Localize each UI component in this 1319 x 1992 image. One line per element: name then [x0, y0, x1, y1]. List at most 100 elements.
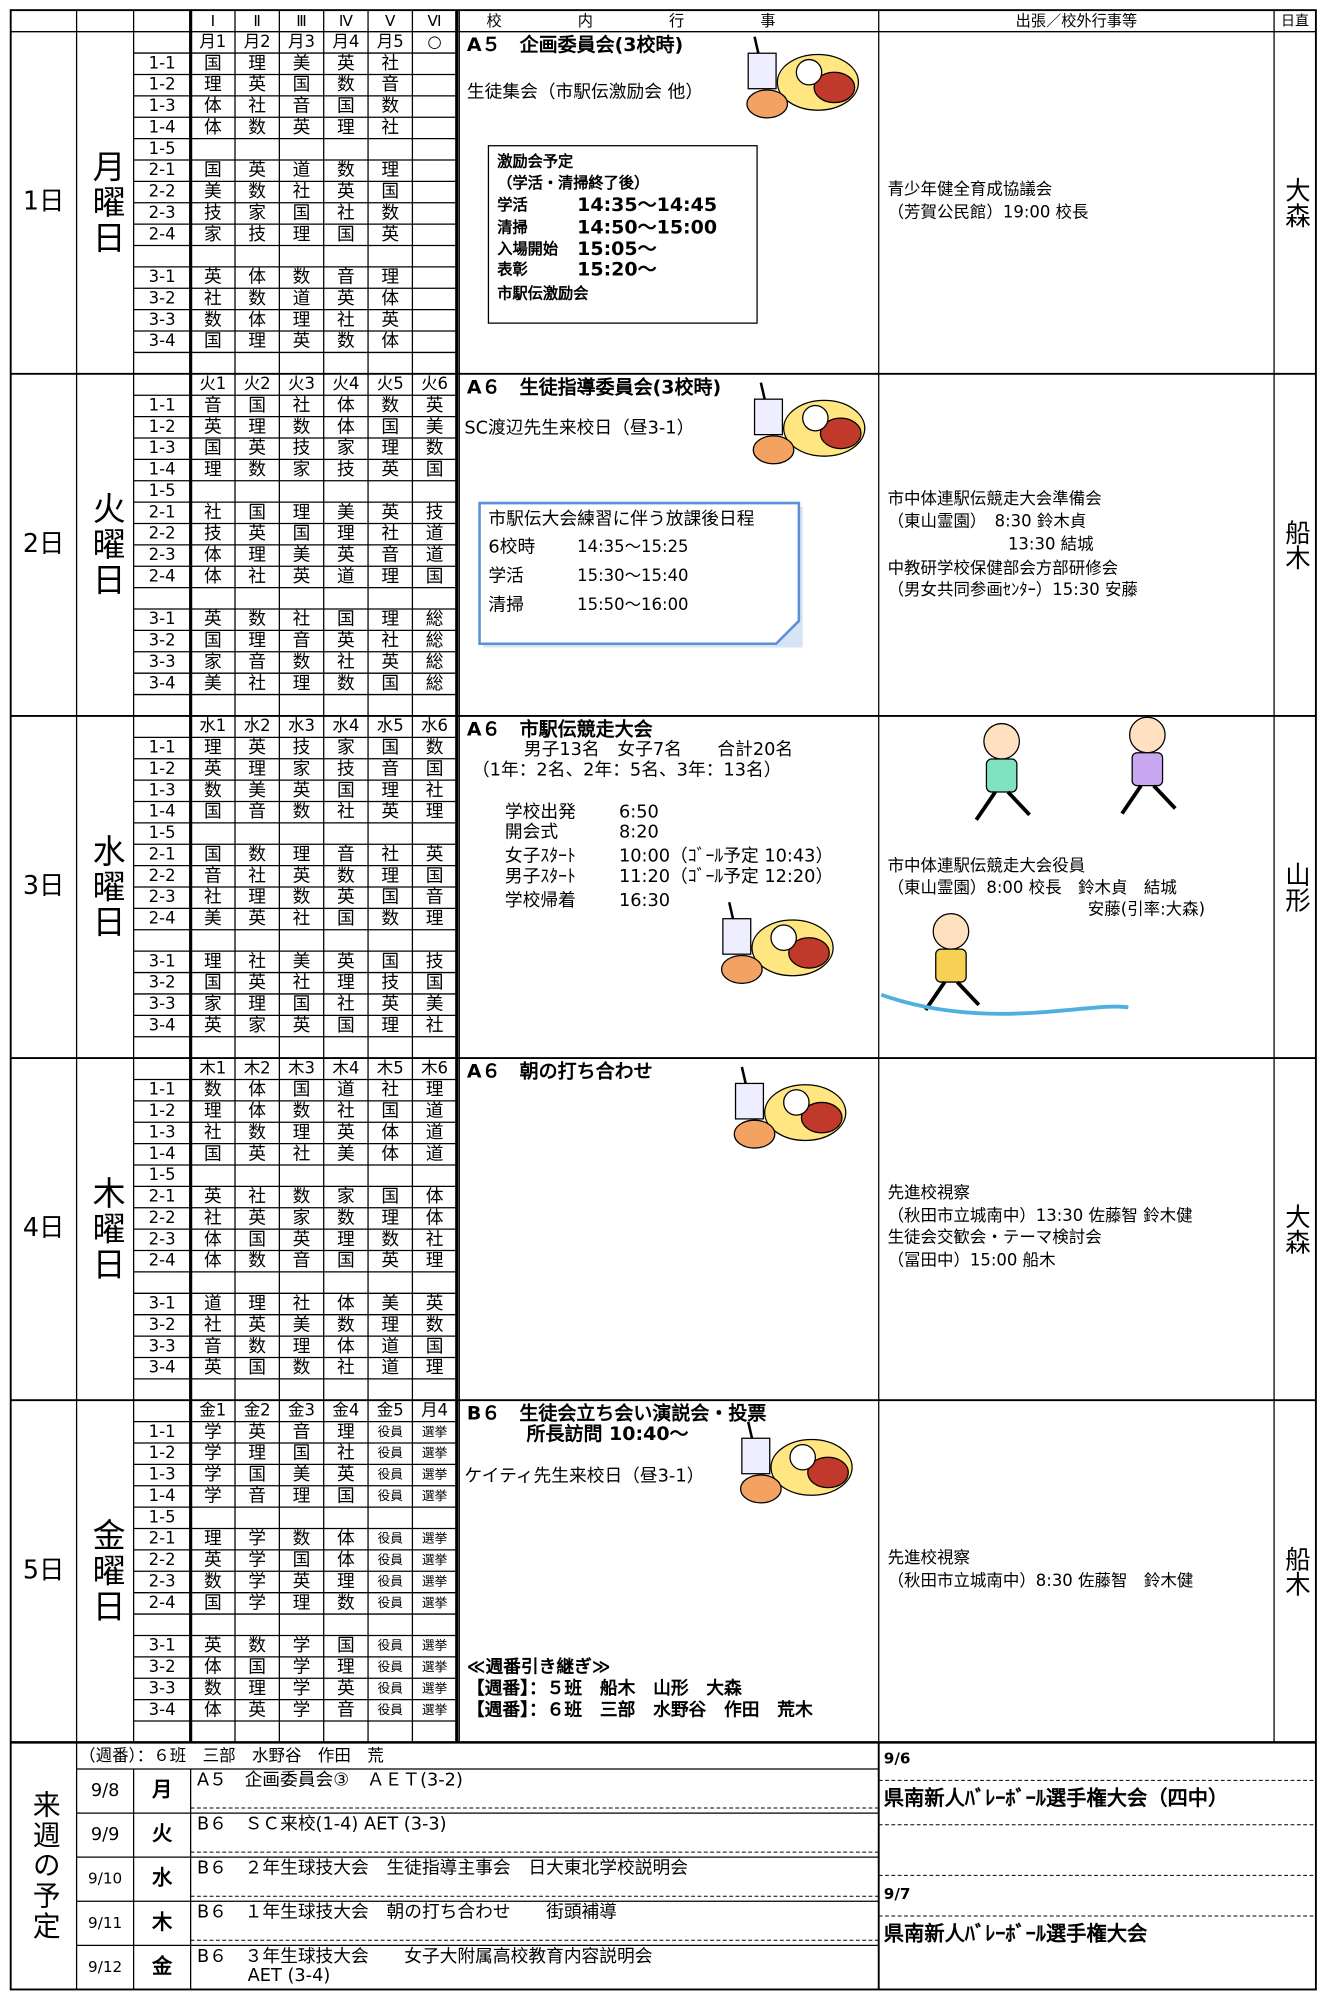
- subject: 英: [204, 1635, 222, 1656]
- subject: 選挙: [422, 1552, 448, 1567]
- class-label: 3-2: [149, 631, 176, 650]
- outside-text: 市中体連駅伝競走大会役員: [888, 856, 1086, 875]
- subject: 数: [248, 1250, 266, 1271]
- class-label: 3-2: [149, 1657, 176, 1676]
- subject: 数: [248, 609, 266, 630]
- outside-date: 9/7: [884, 1885, 911, 1903]
- subject: 英: [248, 1314, 266, 1335]
- period-label: 水4: [332, 716, 359, 735]
- subject: 道: [381, 1357, 399, 1378]
- schedule-text: 開会式: [505, 822, 558, 843]
- runner-body: [985, 758, 1018, 793]
- schedule-text: 男子ｽﾀｰﾄ: [505, 866, 576, 887]
- subject: 数: [204, 1079, 222, 1100]
- subject: 音: [248, 1485, 266, 1506]
- subject: 選挙: [422, 1638, 448, 1653]
- event-line: 男子13名 女子7名 合計20名: [524, 739, 793, 760]
- subject: 英: [204, 1015, 222, 1036]
- subject: 国: [381, 417, 399, 437]
- subject: 理: [248, 888, 266, 908]
- subject: 美: [293, 53, 311, 74]
- subject: 英: [204, 609, 222, 630]
- subject: 美: [204, 181, 222, 202]
- subject: 総: [426, 651, 444, 672]
- subject: 理: [337, 1422, 355, 1442]
- event-title: B６ 生徒会立ち会い演説会・投票: [467, 1402, 766, 1425]
- subject: 音: [293, 630, 311, 651]
- subject: 体: [204, 96, 222, 117]
- outside-text: （冨田中）15:00 船木: [888, 1250, 1056, 1269]
- straw: [727, 901, 735, 919]
- class-label: 1-2: [149, 1101, 176, 1120]
- subject: 家: [248, 202, 266, 223]
- runner-head: [983, 722, 1021, 760]
- class-label: 3-4: [149, 331, 176, 350]
- subject: 国: [204, 1144, 222, 1164]
- subject: 選挙: [422, 1424, 448, 1439]
- milk-carton: [722, 918, 752, 955]
- subject: 音: [293, 96, 311, 117]
- subject: 数: [293, 887, 311, 908]
- subject: 技: [248, 224, 266, 245]
- subject: 国: [337, 610, 355, 630]
- subject: 数: [248, 1635, 266, 1656]
- subject: 社: [337, 1443, 355, 1464]
- outside-text: 先進校視察: [888, 1548, 970, 1567]
- period-label: 木3: [288, 1058, 315, 1077]
- schedule-text: 16:30: [619, 891, 670, 911]
- class-label: 3-4: [149, 673, 176, 692]
- subject: 技: [426, 951, 444, 972]
- subject: 体: [337, 1293, 355, 1314]
- date: 5日: [23, 1554, 64, 1584]
- subject: 国: [248, 1658, 266, 1678]
- class-label: 2-1: [149, 1187, 176, 1206]
- subject: 体: [381, 1122, 399, 1143]
- subject: 社: [293, 395, 311, 416]
- weekday: 木曜日: [88, 1176, 127, 1282]
- note-text: 15:30～15:40: [577, 566, 688, 585]
- subject: 社: [293, 908, 311, 929]
- subject: 英: [337, 53, 355, 74]
- subject: 美: [248, 780, 266, 801]
- period-header: Ⅴ: [385, 12, 396, 30]
- next-date: 9/11: [88, 1914, 122, 1932]
- subject: 社: [337, 651, 355, 672]
- outside-text: 先進校視察: [888, 1183, 970, 1202]
- subject: 家: [204, 994, 222, 1015]
- note-text: 清掃: [488, 595, 523, 616]
- subject: 学: [293, 1678, 311, 1699]
- subject: 理: [204, 1102, 222, 1122]
- subject: 国: [204, 161, 222, 181]
- outside-text: （東山霊園） 8:30 鈴木貞: [888, 512, 1087, 531]
- subject: 英: [381, 224, 399, 245]
- subject: 理: [248, 54, 266, 74]
- subject: 総: [426, 673, 444, 694]
- note-text: 14:35～15:25: [577, 537, 688, 556]
- outside-text: 青少年健全育成協議会: [888, 180, 1053, 199]
- note-text: 表彰: [496, 260, 528, 278]
- subject: 音: [381, 545, 399, 566]
- note-text: 14:35～14:45: [577, 194, 717, 216]
- subject: 社: [337, 801, 355, 822]
- subject: 数: [426, 438, 444, 459]
- date: 4日: [23, 1212, 64, 1242]
- subject: 社: [248, 96, 266, 117]
- class-label: 1-4: [149, 1144, 176, 1163]
- subject: 音: [248, 651, 266, 672]
- outside-event: 県南新人ﾊﾞﾚｰﾎﾞｰﾙ選手権大会: [884, 1921, 1148, 1945]
- subject: 英: [248, 1421, 266, 1442]
- subject: 学: [204, 1464, 222, 1485]
- class-label: 3-2: [149, 1315, 176, 1334]
- subject: 理: [381, 567, 399, 587]
- subject: 数: [293, 801, 311, 822]
- subject: 道: [337, 1079, 355, 1100]
- subject: 国: [426, 973, 444, 993]
- subject: 理: [293, 310, 311, 330]
- subject: 理: [381, 866, 399, 886]
- schedule-text: 8:20: [619, 823, 659, 843]
- subject: 音: [381, 74, 399, 95]
- subject: 社: [381, 523, 399, 544]
- subject: 英: [204, 758, 222, 779]
- subject: 体: [204, 566, 222, 587]
